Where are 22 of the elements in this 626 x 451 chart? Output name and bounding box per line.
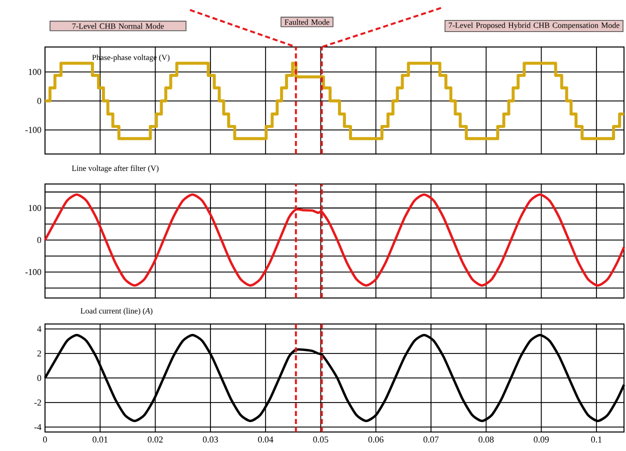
y-tick-label: -100	[25, 269, 42, 276]
x-tick-label: 0.06	[368, 436, 384, 443]
y-tick-label: 0	[37, 236, 42, 244]
y-tick-label: 0	[37, 98, 42, 104]
x-tick-label: 0.04	[258, 436, 274, 443]
y-tick-label: 0	[37, 374, 42, 382]
x-tick-label: 0.07	[424, 436, 439, 443]
y-tick-label: 4	[37, 326, 42, 332]
y-tick-label: -2	[34, 400, 41, 406]
x-tick-label: 0.01	[92, 436, 108, 443]
x-tick-label: 0.09	[534, 436, 549, 443]
x-tick-label: 0.1	[591, 436, 602, 443]
x-tick-label: 0.08	[478, 436, 494, 443]
y-tick-label: -4	[34, 424, 42, 430]
y-tick-label: 100	[28, 68, 42, 75]
x-tick-label: 0.03	[202, 436, 218, 443]
x-tick-label: 0.05	[313, 436, 328, 443]
y-tick-label: -100	[25, 126, 42, 133]
y-tick-label: 2	[37, 350, 41, 356]
y-tick-label: 100	[28, 204, 42, 212]
x-tick-label: 0	[43, 436, 47, 443]
x-tick-label: 0.02	[148, 436, 163, 443]
